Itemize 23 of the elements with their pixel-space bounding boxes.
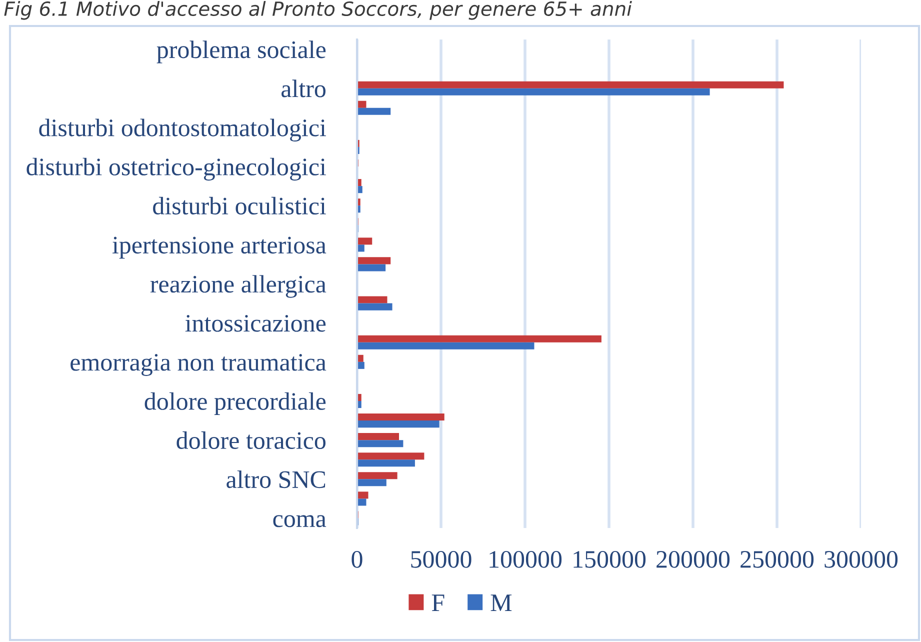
legend-label: F (432, 594, 444, 611)
y-tick-label: coma (273, 515, 326, 528)
y-tick-label: disturbi ostetrico-ginecologici (26, 158, 326, 181)
y-tick-label: intossicazione (185, 314, 326, 332)
x-tick-label: 0 (352, 550, 362, 568)
x-tick-label: 150000 (574, 550, 646, 568)
x-tick-label: 100000 (490, 550, 562, 568)
y-tick-label: altro (282, 80, 326, 98)
y-tick-label: problema sociale (156, 40, 326, 64)
y-tick-label: dolore toracico (176, 431, 326, 449)
y-tick-label: disturbi oculistici (153, 196, 326, 215)
y-tick-label: dolore precordiale (144, 392, 326, 415)
legend-label: M (490, 594, 512, 611)
x-tick-label: 250000 (740, 550, 814, 568)
chart-title: Fig 6.1 Motivo d'accesso al Pronto Soccors, per genere 65+ anni (4, 1, 632, 20)
y-tick-label: reazione allergica (150, 275, 326, 298)
y-tick-label: emorragia non traumatica (70, 354, 326, 376)
y-tick-label: disturbi odontostomatologici (39, 118, 326, 142)
y-tick-label: ipertensione arteriosa (112, 236, 326, 259)
x-tick-label: 300000 (824, 550, 898, 568)
x-tick-label: 50000 (411, 550, 472, 568)
y-tick-label: altro SNC (226, 470, 326, 488)
x-tick-label: 200000 (656, 550, 730, 568)
